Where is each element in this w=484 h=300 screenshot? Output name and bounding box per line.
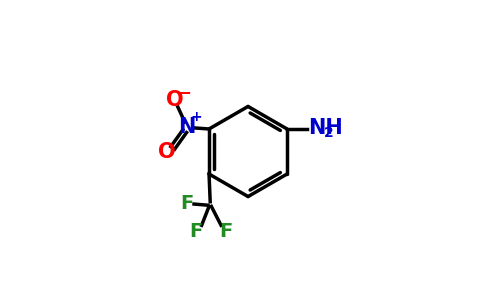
Text: F: F [181,194,194,213]
Text: N: N [179,117,196,137]
Text: F: F [190,222,203,241]
Text: NH: NH [308,118,343,138]
Text: F: F [220,222,233,241]
Text: +: + [190,110,202,124]
Text: 2: 2 [324,126,334,140]
Text: −: − [177,82,191,100]
Text: O: O [166,90,183,110]
Text: O: O [158,142,176,162]
